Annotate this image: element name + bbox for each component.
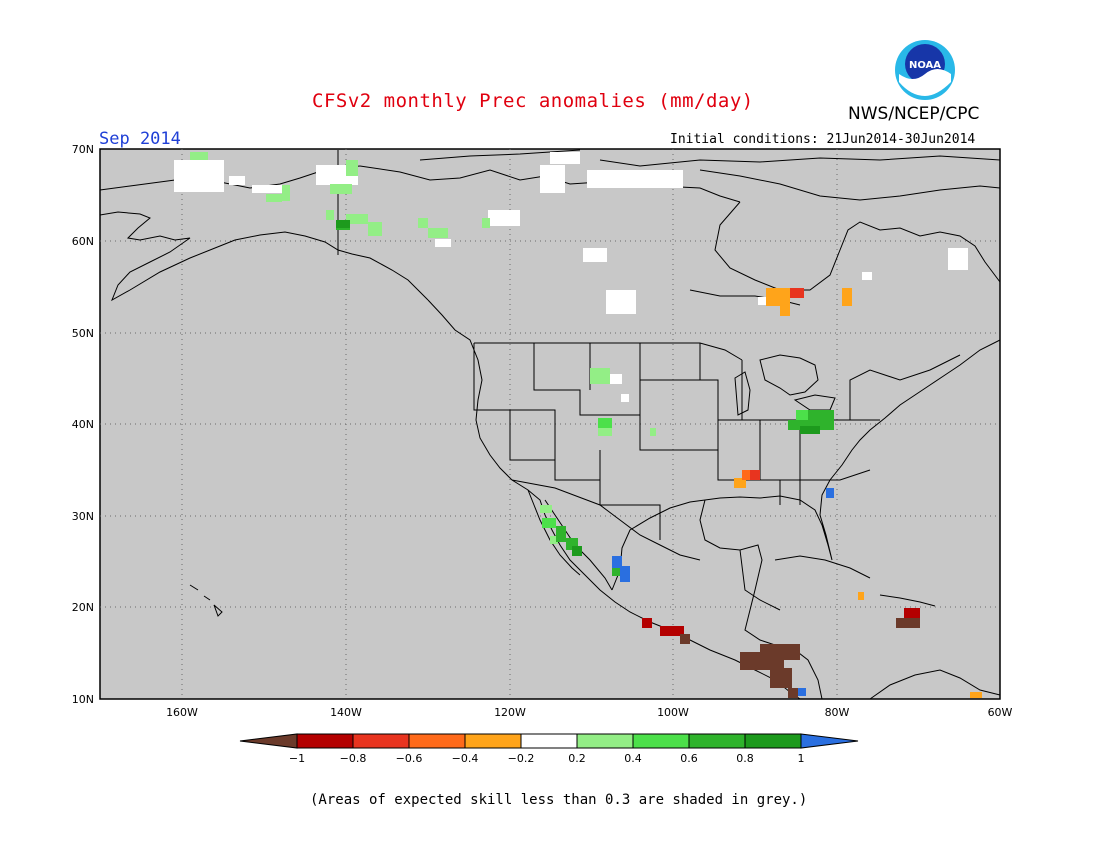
forecast-month: Sep 2014	[99, 129, 181, 149]
legend-tick-0-6: 0.6	[680, 752, 698, 765]
legend-tick-minus0-8: −0.8	[340, 752, 367, 765]
lat-label-40n: 40N	[72, 418, 94, 431]
lat-label-50n: 50N	[72, 327, 94, 340]
legend-swatch-below-minus1	[239, 733, 298, 749]
legend-swatch-9	[744, 733, 802, 749]
legend-tick-minus1: −1	[289, 752, 305, 765]
lat-label-10n: 10N	[72, 693, 94, 706]
legend-swatch-3	[408, 733, 466, 749]
color-legend	[239, 733, 859, 749]
legend-swatch-2	[352, 733, 410, 749]
country-borders	[511, 479, 781, 611]
legend-swatch-8	[688, 733, 746, 749]
legend-swatch-1	[296, 733, 354, 749]
lon-label-160w: 160W	[166, 706, 198, 719]
legend-tick-0-8: 0.8	[736, 752, 754, 765]
legend-swatch-5	[520, 733, 578, 749]
lat-label-70n: 70N	[72, 143, 94, 156]
map-frame	[99, 148, 1001, 700]
coastlines	[99, 149, 1001, 700]
lon-label-100w: 100W	[657, 706, 689, 719]
us-states	[473, 342, 961, 540]
lat-label-60n: 60N	[72, 235, 94, 248]
legend-swatch-above-1	[800, 733, 859, 749]
legend-tick-minus0-6: −0.6	[396, 752, 423, 765]
initial-conditions: Initial conditions: 21Jun2014-30Jun2014	[670, 132, 976, 147]
lon-label-140w: 140W	[330, 706, 362, 719]
latitude-labels: 70N 60N 50N 40N 30N 20N 10N	[72, 143, 94, 706]
legend-tick-1: 1	[798, 752, 805, 765]
legend-tick-labels: −1 −0.8 −0.6 −0.4 −0.2 0.2 0.4 0.6 0.8 1	[289, 752, 805, 765]
graticule	[100, 149, 1000, 699]
longitude-labels: 160W 140W 120W 100W 80W 60W	[166, 706, 1012, 719]
skill-footnote: (Areas of expected skill less than 0.3 a…	[310, 792, 808, 808]
lon-label-80w: 80W	[825, 706, 850, 719]
lon-label-60w: 60W	[988, 706, 1013, 719]
legend-tick-minus0-2: −0.2	[508, 752, 535, 765]
legend-swatch-4	[464, 733, 522, 749]
legend-tick-0-2: 0.2	[568, 752, 586, 765]
noaa-logo-text: NOAA	[909, 60, 941, 71]
anomaly-cells	[174, 152, 982, 698]
lat-label-20n: 20N	[72, 601, 94, 614]
agency-label: NWS/NCEP/CPC	[848, 104, 980, 124]
legend-swatch-7	[632, 733, 690, 749]
lat-label-30n: 30N	[72, 510, 94, 523]
noaa-logo: NOAA	[895, 40, 955, 100]
lon-label-120w: 120W	[494, 706, 526, 719]
legend-swatch-6	[576, 733, 634, 749]
legend-tick-minus0-4: −0.4	[452, 752, 479, 765]
chart-title: CFSv2 monthly Prec anomalies (mm/day)	[312, 90, 754, 112]
legend-tick-0-4: 0.4	[624, 752, 642, 765]
